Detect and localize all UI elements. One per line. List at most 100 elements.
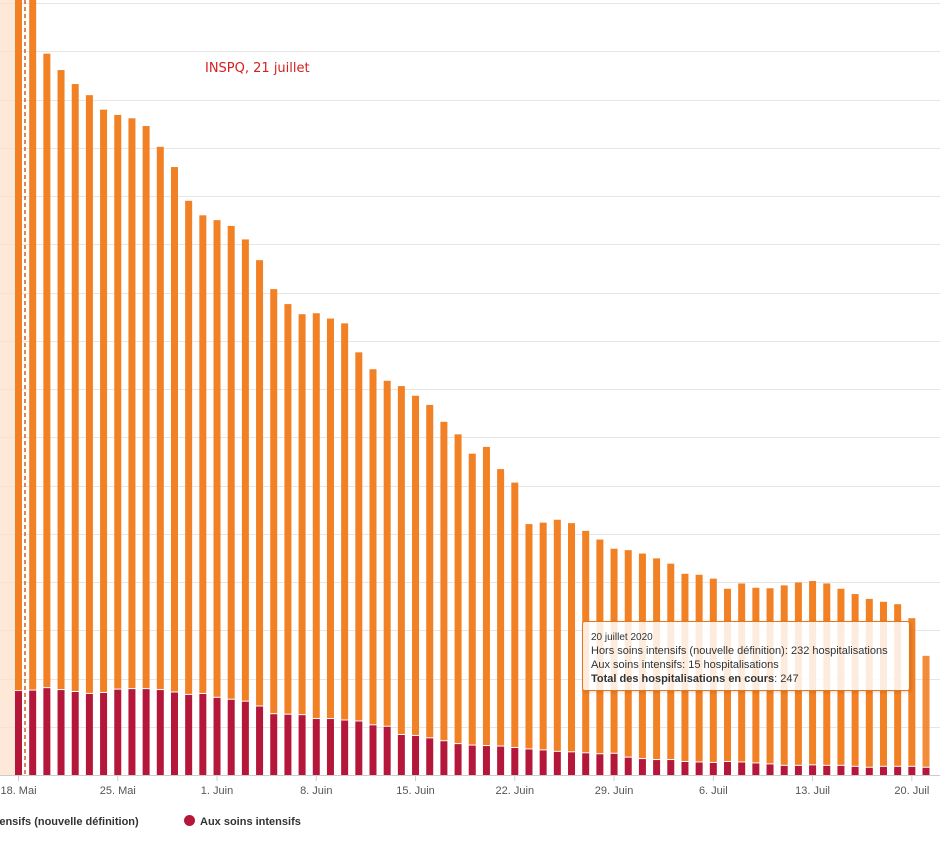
bar-hors-soins-intensifs[interactable] [341,323,349,720]
bar-soins-intensifs[interactable] [879,766,887,775]
bar-soins-intensifs[interactable] [114,689,122,775]
bar-soins-intensifs[interactable] [525,749,533,775]
bar-hors-soins-intensifs[interactable] [539,522,547,750]
bar-soins-intensifs[interactable] [511,747,519,775]
bar-hors-soins-intensifs[interactable] [326,318,334,719]
bar-soins-intensifs[interactable] [71,692,79,775]
bar-soins-intensifs[interactable] [241,701,249,775]
bar-soins-intensifs[interactable] [213,697,221,775]
bar-soins-intensifs[interactable] [100,692,108,775]
bar-soins-intensifs[interactable] [823,765,831,775]
bar-soins-intensifs[interactable] [468,745,476,775]
bar-soins-intensifs[interactable] [15,691,22,775]
bar-hors-soins-intensifs[interactable] [568,523,576,752]
bar-soins-intensifs[interactable] [341,720,349,775]
bar-soins-intensifs[interactable] [440,741,448,775]
bar-soins-intensifs[interactable] [298,715,306,775]
bar-hors-soins-intensifs[interactable] [227,225,235,699]
legend-item-soins-intensifs[interactable]: Aux soins intensifs [184,815,301,828]
bar-soins-intensifs[interactable] [29,690,37,775]
bar-hors-soins-intensifs[interactable] [43,53,51,688]
bar-hors-soins-intensifs[interactable] [383,380,391,726]
bar-hors-soins-intensifs[interactable] [156,146,164,690]
bar-hors-soins-intensifs[interactable] [100,109,108,692]
bar-soins-intensifs[interactable] [851,766,859,775]
bar-hors-soins-intensifs[interactable] [85,95,93,693]
bar-soins-intensifs[interactable] [553,751,561,775]
bar-hors-soins-intensifs[interactable] [454,434,462,744]
bar-soins-intensifs[interactable] [383,726,391,775]
bar-soins-intensifs[interactable] [326,719,334,775]
bar-soins-intensifs[interactable] [355,721,363,775]
bar-soins-intensifs[interactable] [908,766,916,775]
bar-hors-soins-intensifs[interactable] [525,524,533,749]
bar-hors-soins-intensifs[interactable] [553,519,561,751]
bar-hors-soins-intensifs[interactable] [241,239,249,701]
bar-soins-intensifs[interactable] [128,689,136,775]
bar-soins-intensifs[interactable] [185,694,193,775]
bar-hors-soins-intensifs[interactable] [185,200,193,694]
bar-hors-soins-intensifs[interactable] [57,70,65,690]
bar-hors-soins-intensifs[interactable] [71,84,79,692]
bar-soins-intensifs[interactable] [724,761,731,775]
bar-soins-intensifs[interactable] [142,689,150,775]
bar-hors-soins-intensifs[interactable] [199,215,207,693]
bar-soins-intensifs[interactable] [270,714,278,775]
bar-soins-intensifs[interactable] [709,762,717,775]
bar-hors-soins-intensifs[interactable] [256,260,264,706]
bar-hors-soins-intensifs[interactable] [482,446,490,746]
bar-hors-soins-intensifs[interactable] [440,421,448,741]
bar-soins-intensifs[interactable] [837,765,845,775]
bar-hors-soins-intensifs[interactable] [298,314,306,715]
bar-soins-intensifs[interactable] [170,692,178,775]
bar-soins-intensifs[interactable] [738,762,746,775]
bar-hors-soins-intensifs[interactable] [412,395,420,735]
bar-soins-intensifs[interactable] [312,719,320,775]
bar-soins-intensifs[interactable] [397,734,405,775]
bar-soins-intensifs[interactable] [199,693,207,775]
bar-soins-intensifs[interactable] [85,693,93,775]
bar-hors-soins-intensifs[interactable] [15,0,22,691]
bar-hors-soins-intensifs[interactable] [468,453,476,745]
bar-soins-intensifs[interactable] [57,690,65,775]
bar-soins-intensifs[interactable] [667,760,675,775]
bar-soins-intensifs[interactable] [256,706,264,775]
bar-hors-soins-intensifs[interactable] [397,386,405,734]
bar-hors-soins-intensifs[interactable] [29,0,37,690]
bar-soins-intensifs[interactable] [284,714,292,775]
bar-hors-soins-intensifs[interactable] [497,469,505,746]
bar-soins-intensifs[interactable] [582,753,590,775]
bar-soins-intensifs[interactable] [809,765,817,775]
bar-soins-intensifs[interactable] [539,750,547,775]
bar-hors-soins-intensifs[interactable] [213,220,221,697]
bar-hors-soins-intensifs[interactable] [908,618,916,766]
bar-hors-soins-intensifs[interactable] [170,167,178,692]
bar-hors-soins-intensifs[interactable] [312,313,320,719]
bar-hors-soins-intensifs[interactable] [142,126,150,689]
bar-soins-intensifs[interactable] [624,757,632,775]
bar-hors-soins-intensifs[interactable] [270,289,278,714]
bar-hors-soins-intensifs[interactable] [511,482,519,747]
bar-soins-intensifs[interactable] [681,761,689,775]
bar-soins-intensifs[interactable] [369,725,377,775]
bar-hors-soins-intensifs[interactable] [355,352,363,721]
bar-soins-intensifs[interactable] [780,765,788,775]
bar-hors-soins-intensifs[interactable] [284,304,292,714]
bar-hors-soins-intensifs[interactable] [369,369,377,725]
bar-soins-intensifs[interactable] [227,699,235,775]
bar-soins-intensifs[interactable] [638,759,646,775]
bar-soins-intensifs[interactable] [610,753,618,775]
bar-soins-intensifs[interactable] [695,762,703,775]
bar-soins-intensifs[interactable] [766,764,774,775]
bar-soins-intensifs[interactable] [922,767,930,775]
bar-hors-soins-intensifs[interactable] [128,118,136,689]
bar-hors-soins-intensifs[interactable] [922,655,930,767]
bar-soins-intensifs[interactable] [596,754,604,775]
bar-soins-intensifs[interactable] [865,767,873,775]
bar-soins-intensifs[interactable] [894,766,902,775]
bar-soins-intensifs[interactable] [568,752,576,775]
bar-hors-soins-intensifs[interactable] [426,404,434,738]
bar-soins-intensifs[interactable] [454,744,462,775]
bar-soins-intensifs[interactable] [43,688,51,775]
bar-soins-intensifs[interactable] [482,746,490,775]
